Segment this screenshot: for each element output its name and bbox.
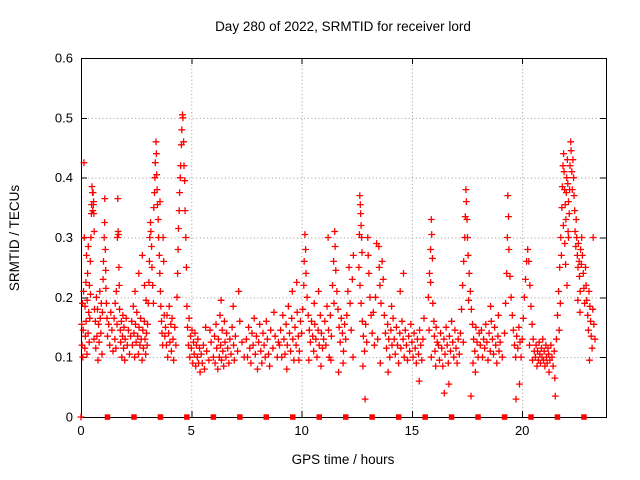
hour-marker-square <box>184 414 190 420</box>
x-tick-label: 0 <box>77 423 84 438</box>
hour-marker-square <box>316 414 322 420</box>
hour-marker-square <box>554 414 561 420</box>
y-tick-label: 0.2 <box>55 290 73 305</box>
y-tick-label: 0.6 <box>55 51 73 66</box>
x-tick-label: 5 <box>188 423 195 438</box>
x-tick-labels: 0 5 10 15 20 <box>77 423 529 438</box>
chart-title: Day 280 of 2022, SRMTID for receiver lor… <box>215 19 471 34</box>
hour-marker-square <box>528 414 534 420</box>
hour-marker-square <box>131 414 137 420</box>
y-axis-label: SRMTID / TECUs <box>7 185 22 292</box>
hour-marker-layer <box>104 414 587 420</box>
y-tick-label: 0 <box>66 410 73 425</box>
x-tick-label: 20 <box>515 423 529 438</box>
hour-marker-square <box>237 414 243 420</box>
scatter-layer <box>77 111 599 421</box>
y-tick-label: 0.1 <box>55 350 73 365</box>
hour-marker-square <box>290 414 296 420</box>
scatter-points <box>77 111 599 421</box>
hour-marker-square <box>210 414 217 420</box>
y-tick-label: 0.5 <box>55 110 73 125</box>
hour-marker-square <box>475 414 481 420</box>
hour-marker-square <box>104 414 111 420</box>
x-tick-label: 10 <box>294 423 308 438</box>
y-tick-label: 0.4 <box>55 170 73 185</box>
hour-marker-square <box>581 414 587 420</box>
tick-layer <box>81 58 606 418</box>
hour-marker-square <box>157 414 164 420</box>
hour-marker-square <box>369 414 375 420</box>
y-tick-label: 0.3 <box>55 230 73 245</box>
hour-marker-square <box>343 414 349 420</box>
hour-marker-square <box>501 414 508 420</box>
y-tick-labels: 0 0.1 0.2 0.3 0.4 0.5 0.6 <box>55 51 73 425</box>
hour-marker-square <box>395 414 402 420</box>
hour-marker-square <box>448 414 455 420</box>
hour-marker-square <box>263 414 269 420</box>
x-tick-label: 15 <box>405 423 419 438</box>
hour-marker-square <box>422 414 428 420</box>
x-axis-label: GPS time / hours <box>292 452 395 467</box>
